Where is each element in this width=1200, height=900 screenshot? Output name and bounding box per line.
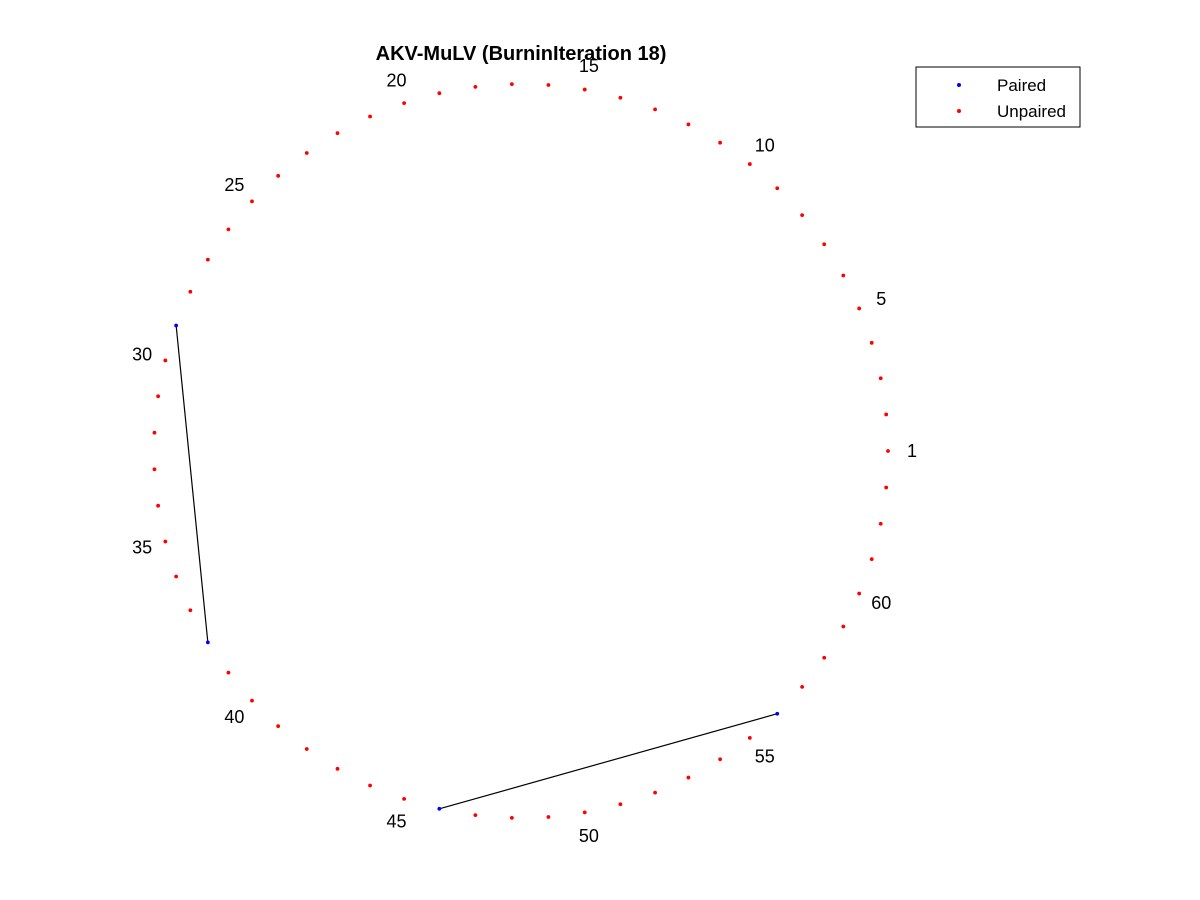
- tick-label-30: 30: [132, 345, 152, 365]
- unpaired-dot-25: [250, 199, 254, 204]
- legend-box: [915, 66, 1081, 128]
- unpaired-dot-23: [304, 151, 309, 155]
- unpaired-dot-47: [473, 813, 478, 818]
- unpaired-dot-30: [163, 358, 168, 363]
- unpaired-dot-63: [884, 485, 889, 490]
- tick-label-50: 50: [579, 826, 599, 846]
- paired-dot-46: [437, 806, 442, 811]
- unpaired-dot-48: [509, 815, 514, 820]
- tick-label-1: 1: [907, 441, 917, 461]
- tick-label-25: 25: [224, 175, 244, 195]
- tick-label-45: 45: [386, 812, 406, 832]
- unpaired-dot-17: [509, 82, 514, 87]
- legend-unpaired-marker: [957, 109, 961, 113]
- unpaired-dot-7: [822, 242, 827, 247]
- unpaired-dot-18: [473, 84, 478, 89]
- unpaired-dot-11: [718, 140, 723, 145]
- unpaired-dot-37: [188, 608, 193, 613]
- unpaired-dot-14: [618, 95, 623, 100]
- unpaired-dot-13: [653, 107, 657, 112]
- unpaired-dot-49: [546, 815, 551, 819]
- unpaired-dot-27: [205, 257, 210, 262]
- tick-label-20: 20: [386, 70, 406, 90]
- legend-paired-label: Paired: [997, 76, 1046, 95]
- pair-line-29-38: [175, 325, 209, 643]
- unpaired-dot-41: [276, 724, 281, 729]
- unpaired-dot-28: [188, 289, 193, 294]
- unpaired-dot-31: [156, 394, 160, 399]
- unpaired-dot-39: [226, 670, 231, 675]
- unpaired-dot-20: [402, 101, 407, 106]
- unpaired-dot-58: [822, 655, 827, 660]
- unpaired-dot-12: [686, 122, 691, 127]
- paired-dot-38: [205, 640, 210, 645]
- tick-label-60: 60: [871, 593, 891, 613]
- unpaired-dot-61: [869, 557, 874, 562]
- paired-dot-29: [174, 323, 179, 328]
- unpaired-dot-21: [368, 114, 372, 119]
- unpaired-dot-42: [304, 747, 309, 751]
- unpaired-dot-34: [156, 503, 160, 508]
- tick-label-15: 15: [579, 56, 599, 76]
- unpaired-dot-54: [718, 757, 723, 762]
- unpaired-dot-9: [775, 186, 780, 191]
- unpaired-dot-6: [841, 273, 846, 278]
- chart-title: AKV-MuLV (BurninIteration 18): [376, 43, 667, 65]
- unpaired-dot-43: [335, 766, 340, 771]
- unpaired-dot-40: [250, 698, 254, 703]
- pair-lines: [175, 325, 778, 810]
- legend: Paired Unpaired: [915, 66, 1081, 128]
- unpaired-dot-16: [546, 83, 551, 87]
- position-dots: [152, 82, 890, 820]
- pair-line-46-56: [439, 713, 778, 810]
- unpaired-dot-60: [857, 591, 862, 596]
- unpaired-dot-22: [335, 131, 340, 136]
- unpaired-dot-35: [163, 539, 168, 544]
- unpaired-dot-24: [276, 173, 281, 178]
- tick-label-40: 40: [224, 707, 244, 727]
- unpaired-dot-59: [841, 624, 846, 629]
- unpaired-dot-36: [174, 574, 179, 579]
- unpaired-dot-8: [800, 213, 805, 217]
- unpaired-dot-10: [747, 162, 752, 166]
- unpaired-dot-26: [226, 227, 231, 232]
- unpaired-dot-19: [437, 91, 442, 96]
- unpaired-dot-62: [878, 521, 883, 526]
- unpaired-dot-2: [884, 412, 889, 417]
- unpaired-dot-33: [152, 467, 157, 472]
- unpaired-dot-45: [402, 796, 407, 801]
- tick-label-55: 55: [755, 747, 775, 767]
- unpaired-dot-1: [886, 449, 890, 453]
- unpaired-dot-53: [686, 775, 691, 780]
- legend-paired-marker: [957, 83, 961, 87]
- tick-label-10: 10: [755, 135, 775, 155]
- unpaired-dot-51: [618, 802, 623, 807]
- tick-label-35: 35: [132, 537, 152, 557]
- unpaired-dot-3: [878, 376, 883, 381]
- unpaired-dot-55: [747, 736, 752, 740]
- legend-unpaired-label: Unpaired: [997, 102, 1066, 121]
- unpaired-dot-15: [582, 87, 587, 92]
- unpaired-dot-44: [368, 783, 372, 788]
- tick-label-5: 5: [876, 289, 886, 309]
- unpaired-dot-50: [582, 810, 587, 815]
- paired-dot-56: [775, 711, 780, 716]
- unpaired-dot-32: [152, 430, 157, 435]
- unpaired-dot-4: [869, 340, 874, 345]
- unpaired-dot-5: [857, 306, 862, 311]
- unpaired-dot-57: [800, 685, 805, 689]
- unpaired-dot-52: [653, 790, 657, 795]
